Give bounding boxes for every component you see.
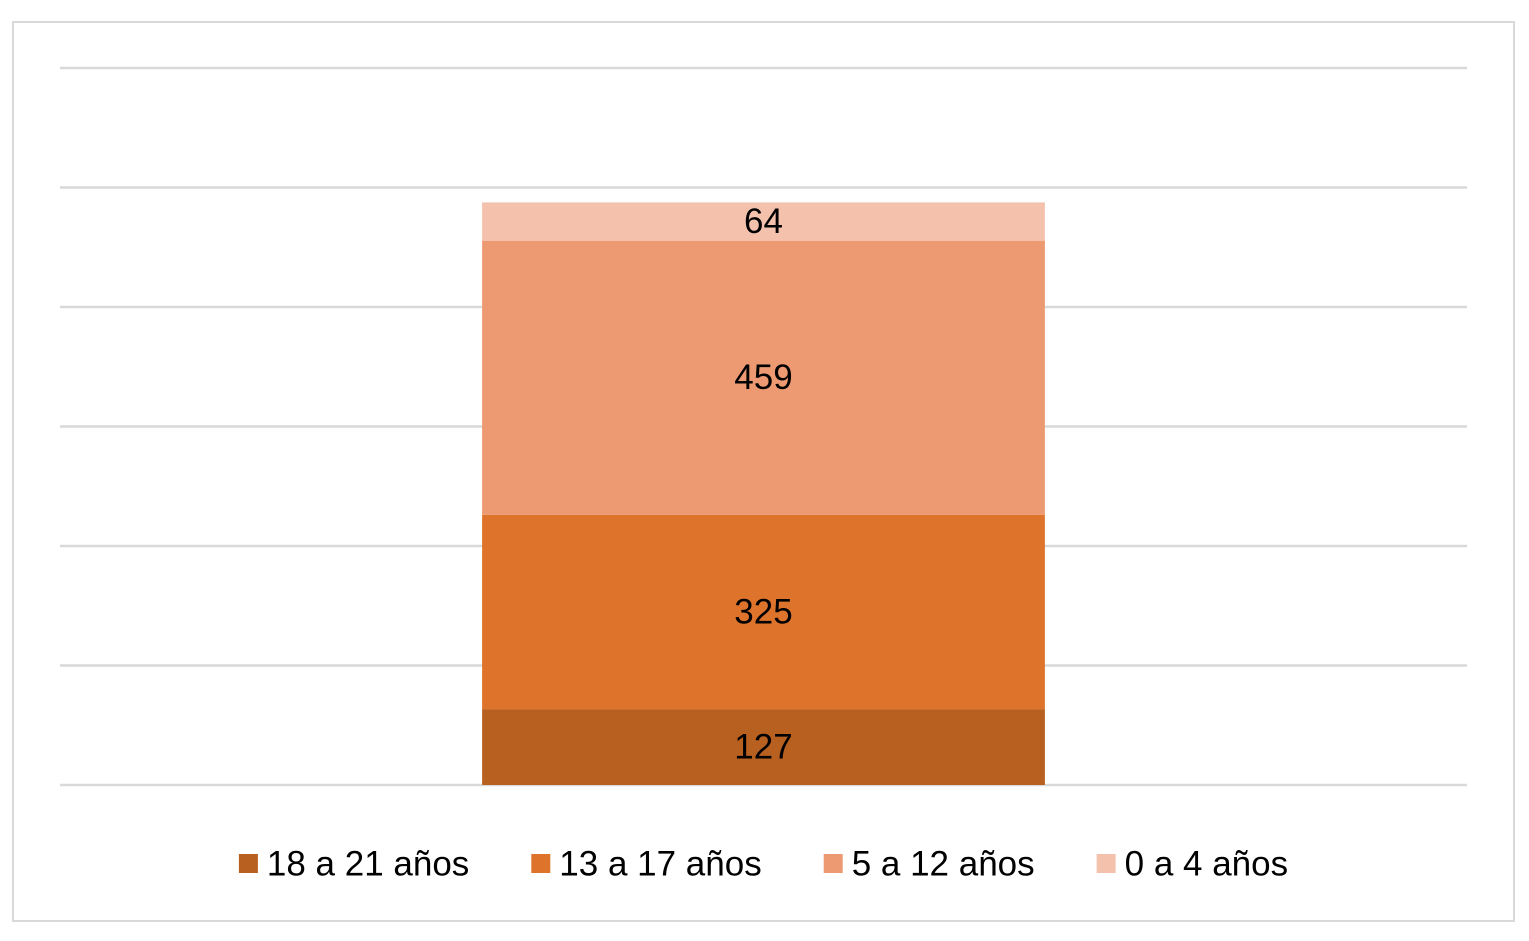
bar-segment [482, 514, 1045, 710]
legend-swatch [823, 854, 843, 873]
legend-swatch [238, 854, 258, 873]
legend-label: 5 a 12 años [852, 844, 1035, 883]
legend-swatch [1096, 854, 1116, 873]
legend-label: 0 a 4 años [1125, 844, 1288, 883]
bar-segment [482, 240, 1045, 515]
bar-segment [482, 709, 1045, 785]
legend-label: 13 a 17 años [559, 844, 761, 883]
legend-label: 18 a 21 años [267, 844, 469, 883]
data-label: 325 [734, 592, 792, 631]
bar-segment [482, 202, 1045, 241]
data-label: 127 [734, 727, 792, 766]
data-label: 64 [744, 202, 783, 241]
data-label: 459 [734, 358, 792, 397]
legend-swatch [531, 854, 551, 873]
